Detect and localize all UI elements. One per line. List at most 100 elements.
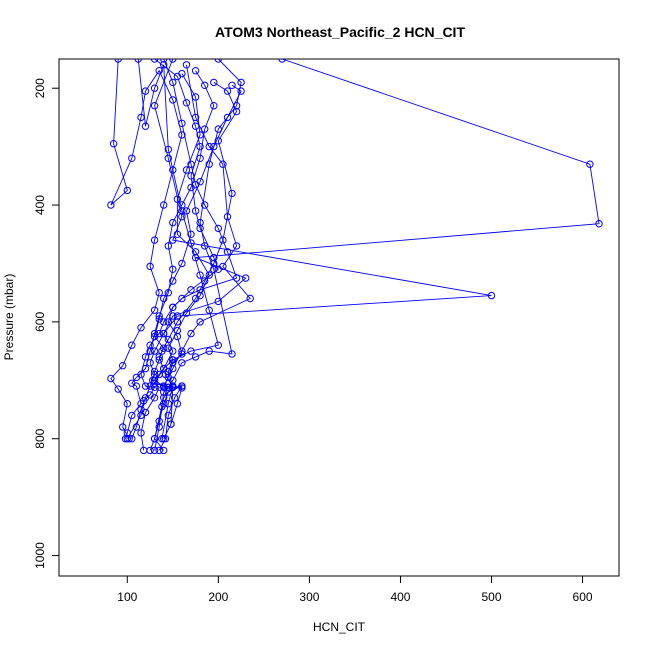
data-point (158, 402, 166, 411)
data-point (164, 154, 173, 163)
data-point (128, 341, 136, 349)
data-point (164, 411, 173, 420)
data-point (161, 435, 170, 443)
data-point (205, 142, 213, 151)
data-point (169, 303, 177, 311)
data-point (160, 59, 168, 63)
data-point (132, 382, 141, 390)
data-point (134, 59, 142, 63)
data-point (205, 306, 213, 314)
data-point (155, 67, 163, 75)
data-point (150, 367, 159, 376)
data-point (178, 294, 186, 303)
data-point (187, 160, 195, 168)
data-point (155, 423, 163, 431)
series-layer (107, 59, 603, 455)
data-point (196, 286, 204, 294)
data-point (169, 312, 177, 320)
data-point (137, 400, 145, 408)
data-point (246, 294, 254, 303)
data-point (210, 78, 218, 87)
data-point (173, 230, 182, 239)
data-point (173, 318, 182, 326)
y-tick-label: 400 (33, 195, 47, 215)
data-point (160, 61, 168, 69)
data-point (150, 383, 159, 391)
data-point (191, 253, 200, 262)
data-point (214, 265, 223, 273)
series-line (125, 70, 215, 439)
data-point (586, 160, 594, 168)
data-point (150, 435, 159, 443)
data-point (223, 248, 232, 256)
series-line (140, 82, 238, 451)
data-point (228, 81, 236, 90)
data-point (237, 78, 245, 87)
data-point (169, 59, 177, 63)
data-point (125, 435, 133, 443)
data-point (114, 385, 122, 393)
data-point (160, 344, 168, 352)
data-point (595, 220, 603, 228)
data-point (141, 353, 150, 361)
data-point (182, 309, 191, 317)
data-point (201, 125, 209, 133)
data-point (191, 122, 200, 130)
data-point (137, 324, 145, 332)
data-point (178, 207, 186, 215)
data-point (191, 207, 200, 215)
data-point (232, 102, 241, 110)
data-point (187, 172, 195, 180)
data-point (140, 446, 148, 455)
data-point (173, 332, 182, 341)
x-tick-label: 100 (117, 590, 137, 604)
data-point (150, 236, 159, 244)
data-point (196, 131, 204, 139)
data-point (196, 271, 204, 279)
data-point (487, 291, 496, 300)
data-point (169, 166, 177, 174)
data-point (132, 373, 141, 382)
data-point (141, 382, 150, 390)
data-point (141, 87, 150, 95)
data-point (123, 400, 132, 408)
data-point (155, 315, 163, 323)
x-axis: 100 200 300 400 500 600 (117, 576, 593, 604)
data-point (114, 59, 122, 63)
data-point (187, 347, 195, 355)
data-point (187, 239, 195, 247)
data-point (155, 446, 163, 455)
data-point (191, 248, 200, 256)
data-point (150, 329, 159, 338)
data-point (169, 277, 177, 285)
x-tick-label: 300 (299, 590, 319, 604)
data-point (155, 356, 163, 364)
data-point (169, 376, 177, 384)
plot-frame (58, 58, 620, 577)
data-point (150, 102, 159, 110)
data-point (187, 183, 195, 192)
data-point (232, 242, 241, 250)
data-point (205, 160, 213, 168)
data-point (119, 423, 127, 431)
data-point (164, 145, 173, 154)
data-point (146, 347, 154, 355)
data-point (146, 359, 154, 367)
y-tick-label: 600 (33, 312, 47, 332)
data-point (164, 242, 173, 250)
data-point (141, 364, 150, 373)
series-line (110, 59, 183, 439)
data-point (164, 400, 173, 408)
data-point (196, 224, 204, 233)
data-point (237, 87, 245, 95)
data-point (187, 230, 195, 239)
data-point (214, 59, 222, 63)
data-point (210, 265, 218, 273)
data-point (173, 72, 182, 81)
data-point (214, 224, 223, 233)
data-point (169, 78, 177, 87)
data-point (146, 262, 154, 271)
y-tick-label: 800 (33, 428, 47, 448)
data-point (150, 446, 159, 455)
data-point (182, 207, 191, 215)
